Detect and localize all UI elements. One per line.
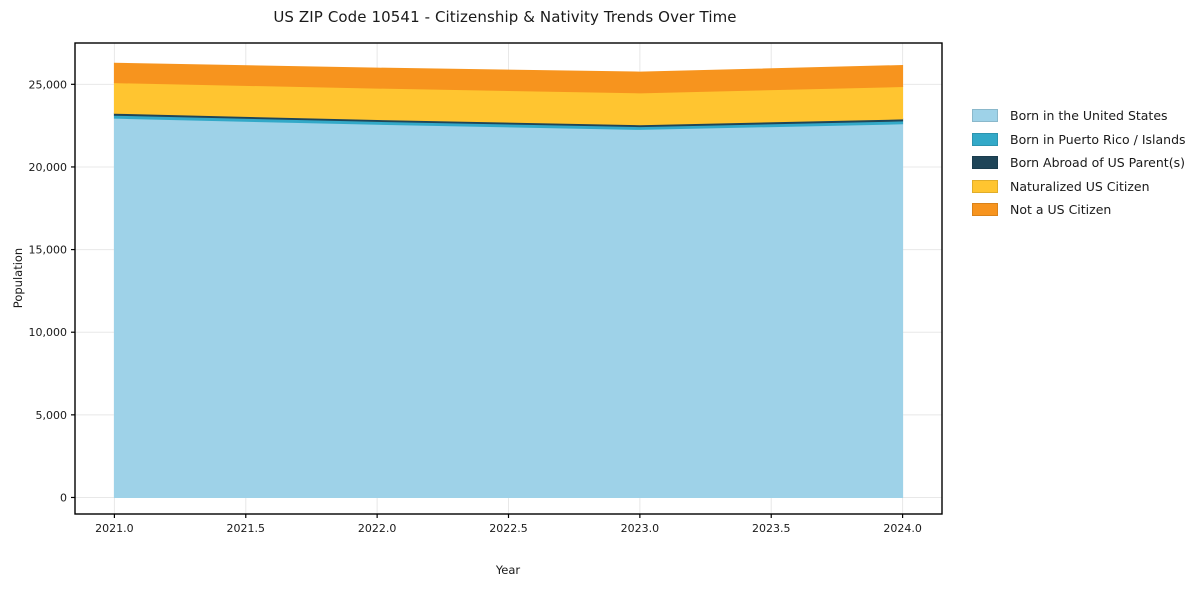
x-tick-label: 2022.0 bbox=[358, 522, 397, 535]
y-tick-label: 20,000 bbox=[29, 161, 68, 174]
x-tick-label: 2023.0 bbox=[621, 522, 660, 535]
y-axis-title: Population bbox=[11, 248, 25, 308]
x-tick-label: 2021.0 bbox=[95, 522, 134, 535]
y-tick-label: 5,000 bbox=[36, 409, 68, 422]
y-tick-label: 25,000 bbox=[29, 78, 68, 91]
legend-swatch bbox=[972, 109, 998, 123]
y-tick-label: 0 bbox=[60, 491, 67, 504]
legend-label: Born in the United States bbox=[1010, 108, 1168, 124]
area-series-layer bbox=[113, 62, 904, 498]
legend-item[interactable]: Naturalized US Citizen bbox=[972, 175, 1182, 199]
y-tick-label: 10,000 bbox=[29, 326, 68, 339]
legend-swatch bbox=[972, 156, 998, 170]
legend-label: Naturalized US Citizen bbox=[1010, 178, 1150, 194]
x-tick-label: 2023.5 bbox=[752, 522, 791, 535]
x-tick-label: 2022.5 bbox=[489, 522, 528, 535]
x-axis-title: Year bbox=[495, 563, 521, 577]
y-tick-label: 15,000 bbox=[29, 244, 68, 257]
legend-label: Born in Puerto Rico / Islands bbox=[1010, 131, 1186, 147]
legend-item[interactable]: Born in the United States bbox=[972, 104, 1182, 128]
legend-swatch bbox=[972, 179, 998, 193]
legend-swatch bbox=[972, 203, 998, 217]
legend-item[interactable]: Not a US Citizen bbox=[972, 198, 1182, 222]
x-tick-label: 2021.5 bbox=[227, 522, 266, 535]
chart-legend: Born in the United States Born in Puerto … bbox=[972, 104, 1186, 222]
tick-labels-layer: 0 5,000 10,000 15,000 20,000 25,000 2021.0 2021… bbox=[29, 78, 922, 535]
axis-layer bbox=[71, 42, 943, 518]
area-series-4 bbox=[113, 62, 904, 94]
legend-item[interactable]: Born Abroad of US Parent(s) bbox=[972, 151, 1185, 175]
legend-swatch bbox=[972, 132, 998, 146]
legend-label: Not a US Citizen bbox=[1010, 202, 1112, 218]
area-series-0 bbox=[113, 117, 904, 498]
legend-item[interactable]: Born in Puerto Rico / Islands bbox=[972, 128, 1186, 152]
legend-label: Born Abroad of US Parent(s) bbox=[1010, 155, 1185, 171]
x-tick-label: 2024.0 bbox=[883, 522, 922, 535]
chart-title: US ZIP Code 10541 - Citizenship & Nativi… bbox=[273, 8, 737, 26]
